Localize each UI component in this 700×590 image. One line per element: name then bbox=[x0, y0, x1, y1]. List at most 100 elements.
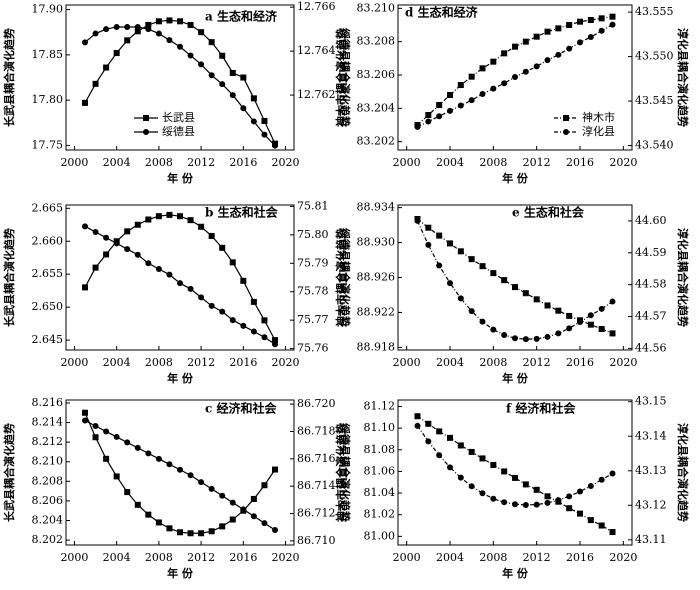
x-tick-label: 2004 bbox=[436, 551, 464, 564]
marker bbox=[512, 284, 518, 291]
marker bbox=[533, 501, 540, 508]
marker bbox=[166, 37, 173, 44]
y-axis-label: 长武县耦合演化趋势 bbox=[2, 228, 16, 327]
y2-tick-label: 75.79 bbox=[297, 256, 329, 269]
marker bbox=[522, 481, 529, 488]
y-tick-label: 8.204 bbox=[32, 514, 64, 527]
marker bbox=[187, 52, 194, 59]
y2-axis-label: 淳化县耦合演化趋势 bbox=[676, 28, 690, 127]
marker bbox=[436, 232, 443, 239]
marker bbox=[436, 452, 443, 459]
y2-tick-label: 44.58 bbox=[635, 278, 667, 291]
x-tick-label: 2020 bbox=[272, 356, 300, 369]
marker bbox=[577, 488, 583, 495]
y-tick-label: 8.208 bbox=[32, 474, 64, 487]
marker bbox=[501, 277, 508, 284]
y-tick-label: 2.660 bbox=[32, 234, 64, 247]
y2-tick-label: 43.13 bbox=[635, 464, 667, 477]
marker bbox=[187, 21, 194, 28]
marker bbox=[166, 17, 173, 24]
y-tick-label: 8.206 bbox=[32, 494, 64, 507]
x-tick-label: 2000 bbox=[60, 551, 88, 564]
marker bbox=[103, 234, 110, 241]
marker bbox=[145, 216, 152, 223]
marker bbox=[250, 298, 257, 305]
y-axis-label: 神木市耦合演化趋势 bbox=[334, 423, 348, 522]
marker bbox=[177, 43, 183, 50]
marker bbox=[436, 113, 443, 120]
marker bbox=[609, 13, 616, 20]
marker bbox=[229, 69, 236, 76]
marker bbox=[566, 22, 573, 28]
x-tick-label: 2000 bbox=[60, 356, 88, 369]
x-tick-label: 2004 bbox=[436, 156, 464, 169]
marker bbox=[250, 513, 257, 520]
x-axis-label: 年 份 bbox=[502, 566, 529, 580]
marker bbox=[587, 321, 594, 328]
y-tick-label: 2.655 bbox=[32, 267, 64, 280]
marker bbox=[512, 43, 518, 50]
x-tick-label: 2008 bbox=[145, 156, 173, 169]
y-tick-label: 83.204 bbox=[357, 101, 396, 114]
x-tick-label: 2004 bbox=[103, 156, 131, 169]
marker bbox=[566, 505, 573, 512]
marker bbox=[533, 486, 540, 493]
marker bbox=[219, 523, 226, 530]
marker bbox=[533, 63, 540, 70]
marker bbox=[490, 326, 497, 333]
y2-tick-label: 43.550 bbox=[635, 50, 674, 63]
marker bbox=[82, 284, 88, 291]
y-tick-label: 81.12 bbox=[364, 399, 396, 412]
marker bbox=[609, 330, 616, 337]
marker bbox=[563, 129, 569, 135]
marker bbox=[414, 217, 421, 224]
y-axis-label: 长武县耦合演化趋势 bbox=[2, 28, 16, 127]
x-tick-label: 2000 bbox=[393, 156, 421, 169]
y2-tick-label: 86.720 bbox=[297, 397, 336, 410]
marker bbox=[512, 335, 518, 342]
x-tick-label: 2012 bbox=[187, 156, 215, 169]
marker bbox=[250, 95, 257, 102]
y2-tick-label: 43.540 bbox=[635, 139, 674, 152]
y-tick-label: 88.918 bbox=[357, 340, 396, 353]
legend-label: 绥德县 bbox=[162, 124, 195, 138]
marker bbox=[92, 30, 99, 37]
marker bbox=[457, 102, 464, 109]
marker bbox=[198, 294, 205, 301]
y-tick-label: 17.90 bbox=[32, 3, 64, 16]
marker bbox=[208, 232, 215, 239]
marker bbox=[134, 251, 141, 258]
marker bbox=[457, 82, 464, 88]
marker bbox=[457, 248, 464, 255]
marker bbox=[155, 265, 162, 272]
marker bbox=[587, 34, 594, 41]
plot-frame bbox=[65, 204, 295, 351]
y-tick-label: 8.212 bbox=[32, 435, 64, 448]
marker bbox=[208, 528, 215, 535]
y-tick-label: 88.934 bbox=[357, 201, 396, 214]
marker bbox=[187, 530, 194, 537]
marker bbox=[566, 325, 573, 332]
marker bbox=[124, 37, 131, 44]
marker bbox=[479, 65, 486, 72]
marker bbox=[166, 461, 173, 468]
y-tick-label: 83.202 bbox=[357, 135, 396, 148]
marker bbox=[219, 52, 226, 59]
marker bbox=[145, 511, 152, 518]
marker bbox=[229, 516, 236, 523]
marker bbox=[457, 442, 464, 449]
marker bbox=[587, 312, 594, 319]
y2-tick-label: 43.15 bbox=[635, 395, 667, 408]
marker bbox=[103, 26, 110, 33]
marker bbox=[250, 118, 257, 125]
y2-axis-label: 绥德县耦合演化趋势 bbox=[338, 423, 352, 522]
marker bbox=[598, 305, 605, 312]
x-tick-label: 2008 bbox=[145, 356, 173, 369]
y2-tick-label: 12.762 bbox=[297, 88, 336, 101]
x-tick-label: 2012 bbox=[187, 551, 215, 564]
marker bbox=[468, 97, 475, 104]
marker bbox=[177, 466, 183, 473]
plot-frame bbox=[397, 204, 633, 351]
plot-frame bbox=[397, 4, 633, 151]
marker bbox=[113, 240, 120, 247]
